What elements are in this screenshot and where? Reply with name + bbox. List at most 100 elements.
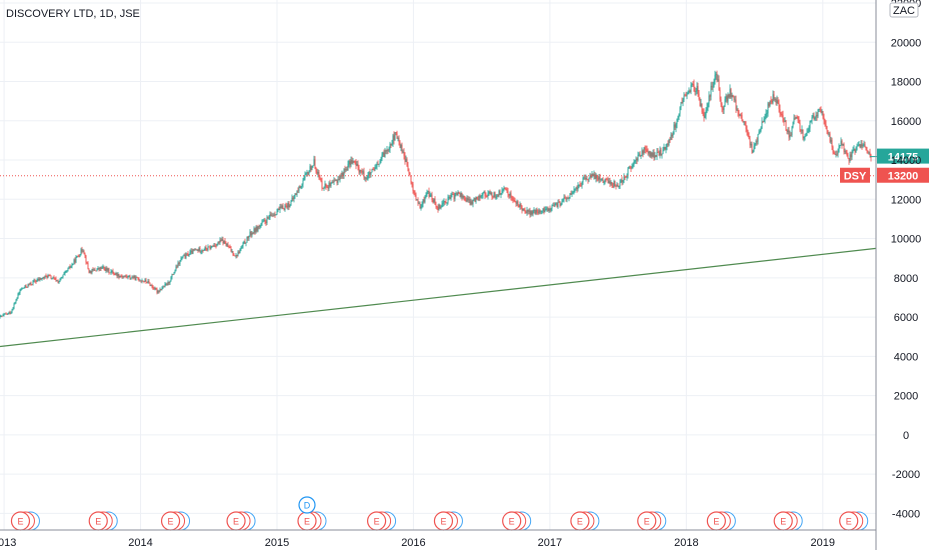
candle-body	[530, 211, 532, 215]
candle-body	[363, 171, 365, 179]
earnings-marker[interactable]: E	[226, 511, 256, 531]
candle-body	[355, 161, 357, 166]
candle	[240, 246, 242, 252]
candle-body	[479, 195, 481, 198]
candle-body	[157, 290, 159, 293]
earnings-marker-label: E	[95, 517, 101, 527]
candle	[174, 269, 176, 274]
y-tick-label: 0	[903, 430, 909, 442]
earnings-marker[interactable]: E	[637, 511, 667, 531]
earnings-marker-label: E	[17, 517, 23, 527]
candle-body	[231, 251, 233, 252]
candle-body	[869, 152, 871, 156]
candle-body	[128, 275, 130, 277]
dividend-marker[interactable]: D	[298, 496, 316, 514]
candle-body	[411, 182, 413, 185]
candle	[386, 146, 388, 155]
candle	[537, 209, 539, 216]
earnings-marker[interactable]: E	[570, 511, 600, 531]
candle-body	[250, 231, 252, 236]
candle-body	[784, 120, 786, 122]
earnings-marker[interactable]: E	[502, 511, 532, 531]
candle	[840, 137, 842, 146]
candle-body	[175, 266, 177, 271]
candle-body	[640, 155, 642, 157]
earnings-marker[interactable]: E	[366, 511, 397, 531]
candle	[775, 97, 777, 106]
candle	[666, 143, 668, 151]
candle-body	[501, 190, 503, 194]
candle	[141, 278, 143, 284]
candle-body	[234, 255, 236, 257]
candle-body	[783, 121, 785, 123]
candle-body	[183, 254, 185, 256]
candle-body	[694, 91, 696, 92]
candle-body	[758, 131, 760, 135]
candle	[285, 202, 287, 208]
candle	[256, 224, 258, 233]
candle	[714, 70, 716, 85]
candle-body	[765, 113, 767, 118]
earnings-marker[interactable]: E	[297, 511, 327, 531]
candle	[644, 145, 646, 154]
candle	[493, 191, 495, 198]
candle	[320, 177, 322, 183]
candle	[800, 129, 802, 135]
candle-body	[232, 251, 234, 255]
candle	[849, 151, 851, 163]
candle-body	[764, 117, 766, 119]
candle-body	[768, 103, 770, 106]
candle	[481, 192, 483, 199]
earnings-marker[interactable]: E	[839, 511, 869, 531]
candle	[610, 180, 612, 186]
candle	[661, 153, 663, 159]
candle-body	[434, 198, 436, 205]
candle	[674, 121, 676, 131]
candle	[206, 247, 208, 252]
earnings-marker-label: E	[713, 517, 719, 527]
candle	[448, 195, 450, 201]
earnings-marker[interactable]: E	[88, 511, 118, 531]
candle	[413, 189, 415, 196]
candle	[853, 145, 855, 151]
candle	[425, 192, 427, 199]
candle-body	[92, 269, 94, 270]
candle	[630, 166, 632, 172]
candle-body	[199, 247, 201, 252]
candle-body	[710, 85, 712, 97]
candle	[449, 194, 451, 200]
candle-body	[423, 199, 425, 202]
candle	[166, 282, 168, 286]
candle	[301, 183, 303, 189]
candle	[441, 200, 443, 208]
candle	[737, 107, 739, 117]
earnings-marker[interactable]: E	[433, 511, 463, 531]
earnings-marker[interactable]: E	[706, 511, 736, 531]
candle-body	[58, 281, 60, 283]
earnings-marker-label: E	[440, 517, 446, 527]
candle	[821, 109, 823, 116]
candle	[623, 173, 625, 184]
candle	[429, 191, 431, 198]
earnings-marker[interactable]: E	[773, 511, 803, 531]
candle	[798, 116, 800, 124]
candle	[417, 197, 419, 206]
candle-body	[746, 129, 748, 132]
candle	[568, 197, 570, 202]
earnings-marker[interactable]: E	[160, 511, 191, 531]
symbol-tag: DSY	[840, 167, 870, 183]
candle-body	[268, 217, 270, 219]
candle	[526, 206, 528, 216]
earnings-marker[interactable]: E	[10, 511, 40, 531]
candle-body	[171, 274, 173, 278]
candle	[341, 170, 343, 179]
candle	[334, 178, 336, 182]
candle	[491, 191, 493, 201]
candle	[540, 210, 542, 215]
candle-body	[385, 150, 387, 152]
currency-label: ZAC	[893, 5, 915, 17]
y-tick-label: 10000	[891, 234, 922, 246]
candle	[700, 98, 702, 108]
candle	[399, 140, 401, 149]
